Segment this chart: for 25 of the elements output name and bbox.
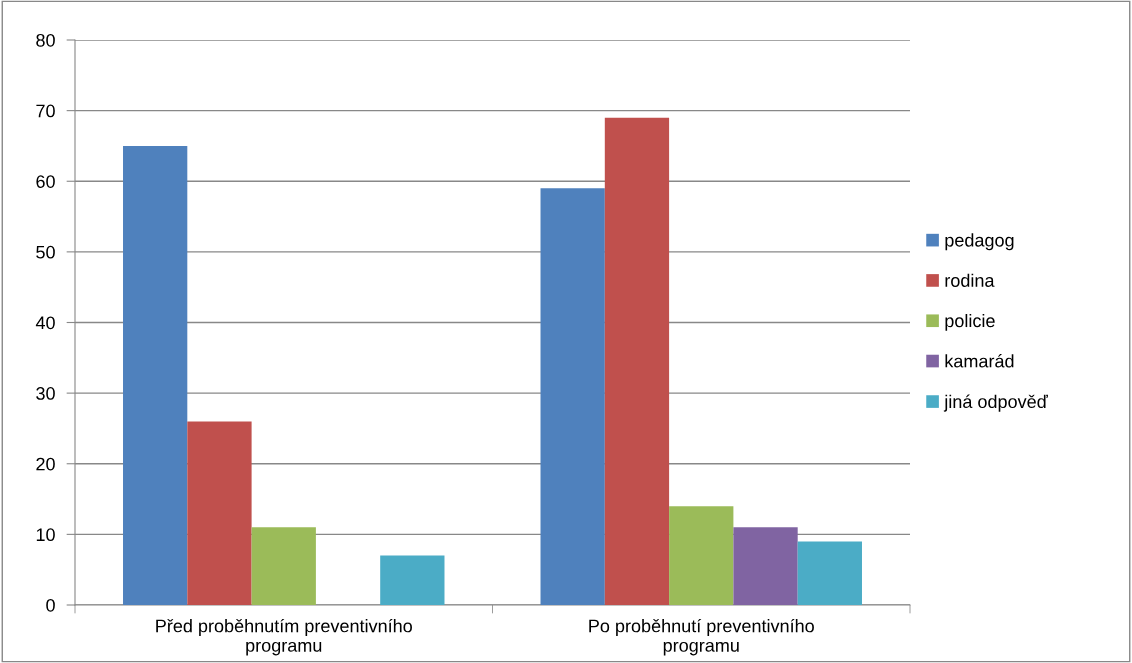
legend-label: kamarád bbox=[945, 354, 1014, 368]
bar bbox=[123, 145, 188, 605]
bar bbox=[540, 188, 605, 605]
x-tick-label: Před proběhnutím preventivního programu bbox=[156, 618, 412, 656]
y-tick-label: 60 bbox=[36, 175, 55, 188]
y-tick-label: 50 bbox=[36, 245, 55, 259]
bar bbox=[604, 117, 670, 605]
y-tick-label: 40 bbox=[35, 316, 55, 330]
legend-label: policie bbox=[945, 313, 995, 331]
bar bbox=[669, 506, 734, 605]
y-tick-label: 0 bbox=[46, 598, 55, 612]
legend-label: rodina bbox=[945, 273, 995, 287]
bar bbox=[733, 527, 798, 605]
bar bbox=[187, 421, 252, 605]
bar bbox=[797, 541, 862, 605]
bar bbox=[251, 527, 316, 605]
legend-label: jiná odpověď bbox=[943, 394, 1048, 412]
y-tick-label: 30 bbox=[36, 387, 55, 400]
y-tick-label: 20 bbox=[36, 457, 55, 471]
bar bbox=[380, 555, 445, 605]
x-tick-label: Po proběhnutí preventivního programu bbox=[589, 618, 814, 656]
legend-label: pedagog bbox=[945, 233, 1014, 251]
y-tick-label: 10 bbox=[36, 528, 55, 542]
y-tick-label: 80 bbox=[36, 33, 55, 47]
y-tick-label: 70 bbox=[36, 104, 55, 118]
